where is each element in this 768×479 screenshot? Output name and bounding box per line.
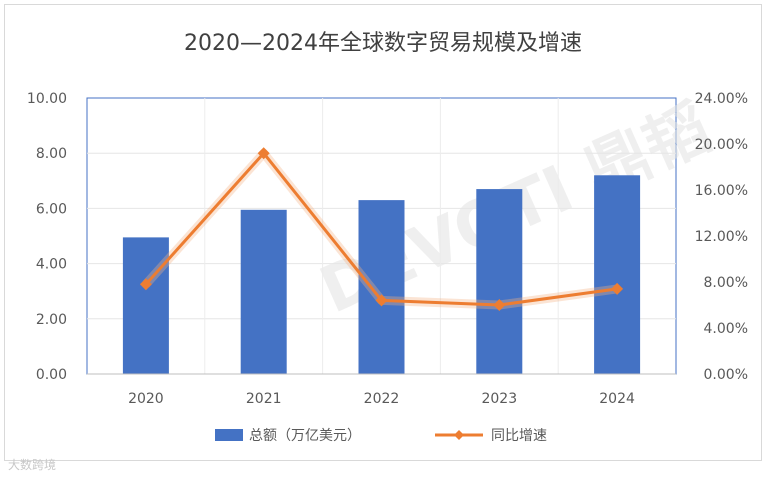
line-point (257, 147, 270, 160)
chart-svg: 2020—2024年全球数字贸易规模及增速 DEVOTI 鼎韬 0.002.00… (27, 31, 748, 444)
left-tick-label: 6.00 (36, 201, 67, 217)
left-tick-label: 2.00 (36, 312, 67, 328)
right-tick-label: 16.00% (695, 183, 748, 199)
legend-label: 同比增速 (491, 428, 547, 444)
left-tick-label: 10.00 (27, 91, 67, 107)
right-tick-label: 24.00% (695, 91, 748, 107)
right-tick-label: 4.00% (704, 321, 748, 337)
x-tick-label: 2021 (246, 391, 282, 407)
legend-swatch-marker (454, 430, 464, 440)
left-tick-label: 0.00 (36, 367, 67, 383)
bar (594, 175, 641, 374)
bar (240, 209, 287, 374)
legend-label: 总额（万亿美元） (249, 428, 361, 444)
bar (122, 237, 169, 374)
left-tick-label: 8.00 (36, 146, 67, 162)
x-tick-label: 2022 (364, 391, 400, 407)
line-point (493, 299, 506, 311)
bar (476, 189, 523, 374)
bar (358, 200, 405, 374)
x-tick-label: 2020 (128, 391, 164, 407)
line-point (139, 278, 152, 291)
line-point (375, 294, 388, 307)
line-point (611, 282, 624, 295)
right-tick-label: 0.00% (704, 367, 748, 383)
left-tick-label: 4.00 (36, 257, 67, 273)
right-tick-label: 20.00% (695, 137, 748, 153)
x-tick-label: 2024 (599, 391, 635, 407)
chart-frame: 2020—2024年全球数字贸易规模及增速 DEVOTI 鼎韬 0.00 2.00… (4, 4, 762, 461)
x-tick-label: 2023 (481, 391, 517, 407)
legend-swatch-bar (215, 429, 243, 441)
right-tick-label: 8.00% (704, 275, 748, 291)
chart-title: 2020—2024年全球数字贸易规模及增速 (184, 31, 582, 56)
right-tick-label: 12.00% (695, 229, 748, 245)
footer-logo: 大数跨境 (8, 458, 57, 472)
